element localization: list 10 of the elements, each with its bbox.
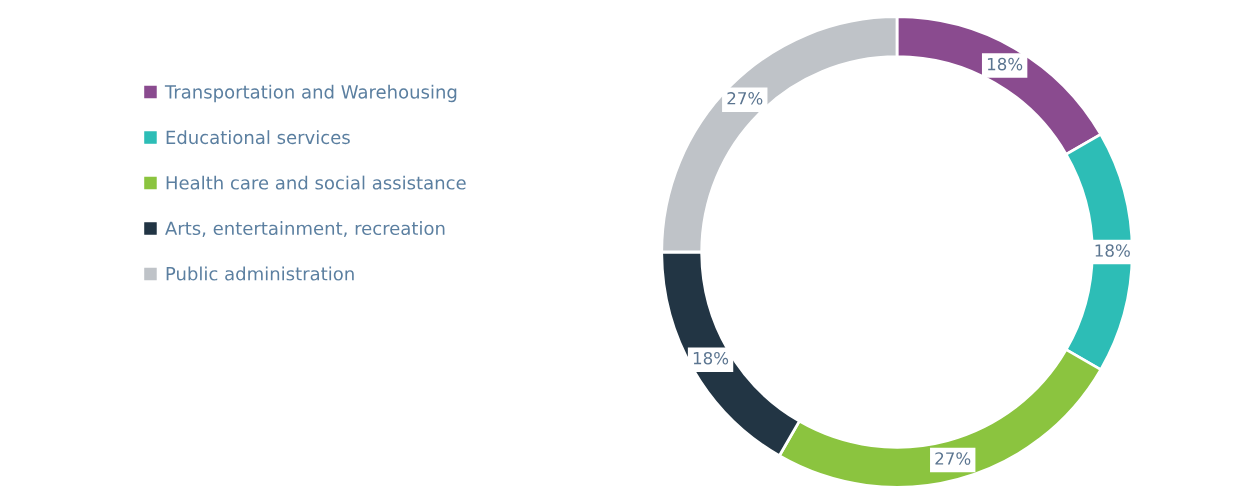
data-label: 18% — [987, 57, 1023, 71]
data-label: 27% — [935, 452, 971, 465]
legend-label: Educational services — [166, 130, 350, 145]
data-label: 18% — [693, 351, 729, 365]
legend-label: Health care and social assistance — [166, 175, 466, 190]
data-label: 27% — [727, 91, 763, 105]
legend-label: Transportation and Warehousing — [164, 84, 457, 103]
data-label: 18% — [1095, 244, 1130, 257]
legend-label: Public administration — [166, 266, 354, 281]
legend-label: Arts, entertainment, recreation — [165, 221, 445, 237]
